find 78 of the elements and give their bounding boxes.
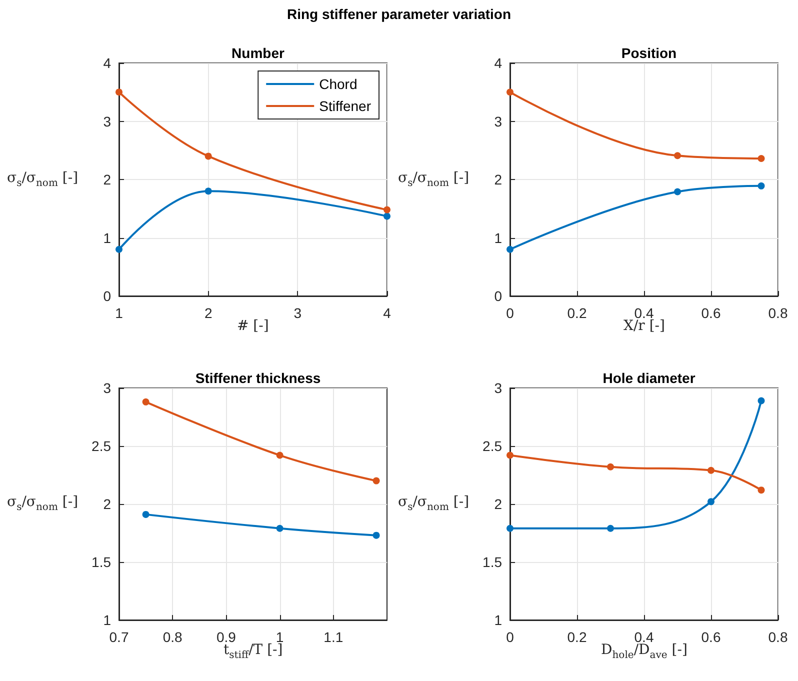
x-tick-label: 0.8 (768, 629, 788, 645)
point (204, 152, 212, 160)
x-tick-label: 0.2 (567, 629, 587, 645)
point (674, 188, 681, 196)
x-tick-label: 0.8 (768, 305, 788, 321)
point (708, 498, 714, 506)
y-tick-label: 4 (494, 55, 502, 71)
y-tick-label: 1.5 (482, 554, 502, 570)
text: Ring stiffener parameter variation (286, 6, 512, 22)
x-tick-label: 0.4 (634, 629, 654, 645)
point (142, 398, 150, 406)
point (384, 212, 390, 220)
x-tick-label: 0.8 (162, 629, 183, 645)
point (204, 188, 212, 195)
y-tick-label: 0 (103, 288, 112, 304)
point (384, 206, 390, 214)
y-tick-label: 3 (103, 113, 112, 130)
y-axis-title: σ$_{s}$/σ$_{nom}$ [-] (7, 494, 78, 513)
y-tick-label: 3 (103, 380, 112, 396)
x-tick-label: 4 (383, 305, 392, 321)
y-tick-label: 1 (494, 612, 502, 628)
y-axis-title: σ$_{s}$/σ$_{nom}$ [-] (398, 170, 470, 188)
y-axis-title: σ$_{s}$/σ$_{nom}$ [-] (7, 170, 78, 188)
y-tick-label: 0 (494, 288, 502, 304)
point (758, 155, 765, 162)
y-tick-label: 4 (103, 55, 112, 71)
chart-title: Number (232, 45, 285, 61)
y-tick-label: 3 (494, 113, 502, 130)
y-tick-label: 1.5 (92, 554, 112, 570)
point (758, 397, 765, 404)
x-axis-title: X/r [-] (624, 318, 665, 334)
x-tick-label: 0.9 (216, 629, 236, 645)
y-axis-title: σ$_{s}$/σ$_{nom}$ [-] (398, 494, 470, 513)
x-tick-label: 2 (204, 305, 212, 321)
x-tick-label: 0.6 (701, 305, 721, 321)
point (506, 452, 514, 459)
point (607, 524, 614, 532)
point (116, 88, 122, 96)
y-tick-label: 1 (103, 612, 112, 628)
y-tick-label: 2 (494, 496, 502, 512)
point (708, 466, 714, 474)
x-axis-title: D$_{hole}$/D$_{ave}$ [-] (601, 642, 688, 661)
x-tick-label: 1 (115, 305, 124, 321)
x-tick-label: 0.7 (109, 629, 129, 645)
point (372, 477, 380, 484)
y-tick-label: 1 (103, 230, 112, 246)
point (276, 524, 284, 532)
x-tick-label: 1.1 (324, 629, 344, 645)
point (372, 532, 380, 539)
point (506, 88, 514, 96)
x-tick-label: 3 (294, 305, 302, 321)
point (506, 246, 514, 253)
y-tick-label: 2 (103, 496, 112, 512)
x-axis-title: t$_{stiff}$/T [-] (224, 642, 283, 661)
y-tick-label: 1 (494, 230, 502, 246)
point (674, 152, 681, 160)
y-tick-label: 3 (494, 380, 502, 396)
y-tick-label: 2 (103, 172, 112, 188)
point (142, 510, 150, 518)
x-axis-title: # [-] (237, 318, 269, 334)
legend-label: Stiffener (319, 98, 372, 114)
x-tick-label: 0 (506, 305, 514, 321)
x-tick-label: 0.6 (701, 629, 721, 645)
chart-title: Position (621, 45, 677, 61)
point (506, 524, 514, 532)
point (116, 246, 122, 253)
y-tick-label: 2.5 (482, 438, 502, 454)
point (758, 182, 765, 190)
y-tick-label: 2.5 (92, 438, 112, 454)
point (607, 463, 614, 470)
chart-title: Hole diameter (602, 370, 696, 386)
legend-label: Chord (319, 76, 358, 92)
chart-title: Stiffener thickness (195, 370, 321, 386)
point (758, 486, 765, 494)
point (276, 452, 284, 459)
y-tick-label: 2 (494, 172, 502, 188)
x-tick-label: 0.2 (567, 305, 587, 321)
x-tick-label: 0 (506, 629, 514, 645)
